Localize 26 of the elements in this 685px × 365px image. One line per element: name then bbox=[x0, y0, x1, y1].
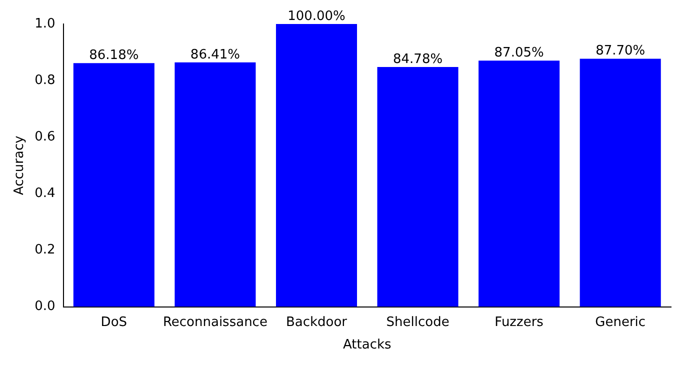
data-label: 100.00% bbox=[288, 8, 346, 24]
x-axis-title: Attacks bbox=[342, 338, 392, 353]
y-tick-label: 1.0 bbox=[34, 16, 56, 32]
bar bbox=[377, 67, 458, 307]
bar bbox=[276, 24, 358, 307]
y-tick-label: 0.2 bbox=[34, 242, 56, 258]
data-label: 84.78% bbox=[392, 52, 443, 67]
y-tick-label: 0.8 bbox=[34, 72, 56, 88]
bar bbox=[478, 60, 560, 307]
data-label: 86.18% bbox=[89, 48, 139, 63]
y-axis-title: Accuracy bbox=[12, 135, 28, 196]
x-tick-label: Reconnaissance bbox=[162, 314, 268, 330]
x-tick-label: DoS bbox=[100, 314, 128, 330]
y-tick-label: 0.4 bbox=[34, 186, 56, 202]
data-label: 86.41% bbox=[190, 47, 240, 62]
bar bbox=[73, 63, 154, 307]
data-label: 87.70% bbox=[596, 44, 646, 59]
x-tick-label: Fuzzers bbox=[494, 314, 544, 330]
y-tick-label: 0.6 bbox=[34, 129, 56, 144]
x-tick-label: Generic bbox=[595, 314, 646, 330]
data-label: 87.05% bbox=[494, 46, 544, 60]
bar bbox=[580, 58, 661, 307]
bar bbox=[174, 62, 256, 307]
x-tick-label: Shellcode bbox=[386, 314, 450, 330]
y-tick-label: 0.0 bbox=[34, 299, 56, 314]
x-tick-label: Backdoor bbox=[286, 314, 348, 330]
